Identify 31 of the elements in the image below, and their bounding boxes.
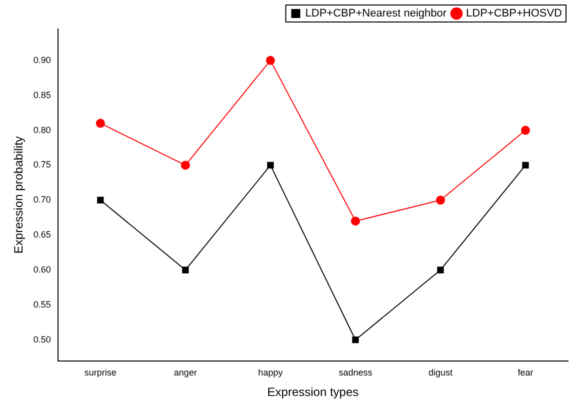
y-tick-label: 0.90 — [33, 54, 51, 65]
x-tick-label: fear — [518, 368, 534, 378]
point — [267, 162, 274, 169]
x-tick-label: happy — [258, 368, 284, 378]
point — [520, 126, 530, 135]
y-tick-label: 0.60 — [33, 264, 51, 274]
legend-label: LDP+CBP+HOSVD — [466, 8, 562, 20]
y-tick-label: 0.55 — [33, 299, 51, 310]
x-tick-label: surprise — [84, 368, 116, 378]
legend-label: LDP+CBP+Nearest neighbor — [305, 8, 447, 20]
y-axis-title: Expression probability — [12, 136, 26, 254]
y-tick-label: 0.50 — [33, 334, 51, 344]
y-tick-label: 0.65 — [33, 230, 51, 240]
y-tick-label: 0.75 — [33, 160, 51, 170]
y-tick-label: 0.80 — [33, 124, 51, 135]
x-tick-label: anger — [174, 368, 197, 378]
point — [436, 196, 445, 205]
point — [97, 196, 104, 204]
point — [522, 162, 529, 169]
x-tick-label: digust — [428, 368, 453, 378]
point — [180, 160, 190, 170]
point — [266, 56, 275, 65]
y-tick-label: 0.70 — [33, 194, 51, 205]
x-tick-label: sadness — [338, 368, 373, 378]
x-axis-title: Expression types — [267, 385, 359, 400]
y-tick-label: 0.85 — [33, 90, 51, 100]
point — [437, 266, 444, 274]
point — [182, 266, 189, 274]
point — [350, 216, 360, 226]
point — [352, 336, 359, 344]
point — [96, 118, 105, 128]
